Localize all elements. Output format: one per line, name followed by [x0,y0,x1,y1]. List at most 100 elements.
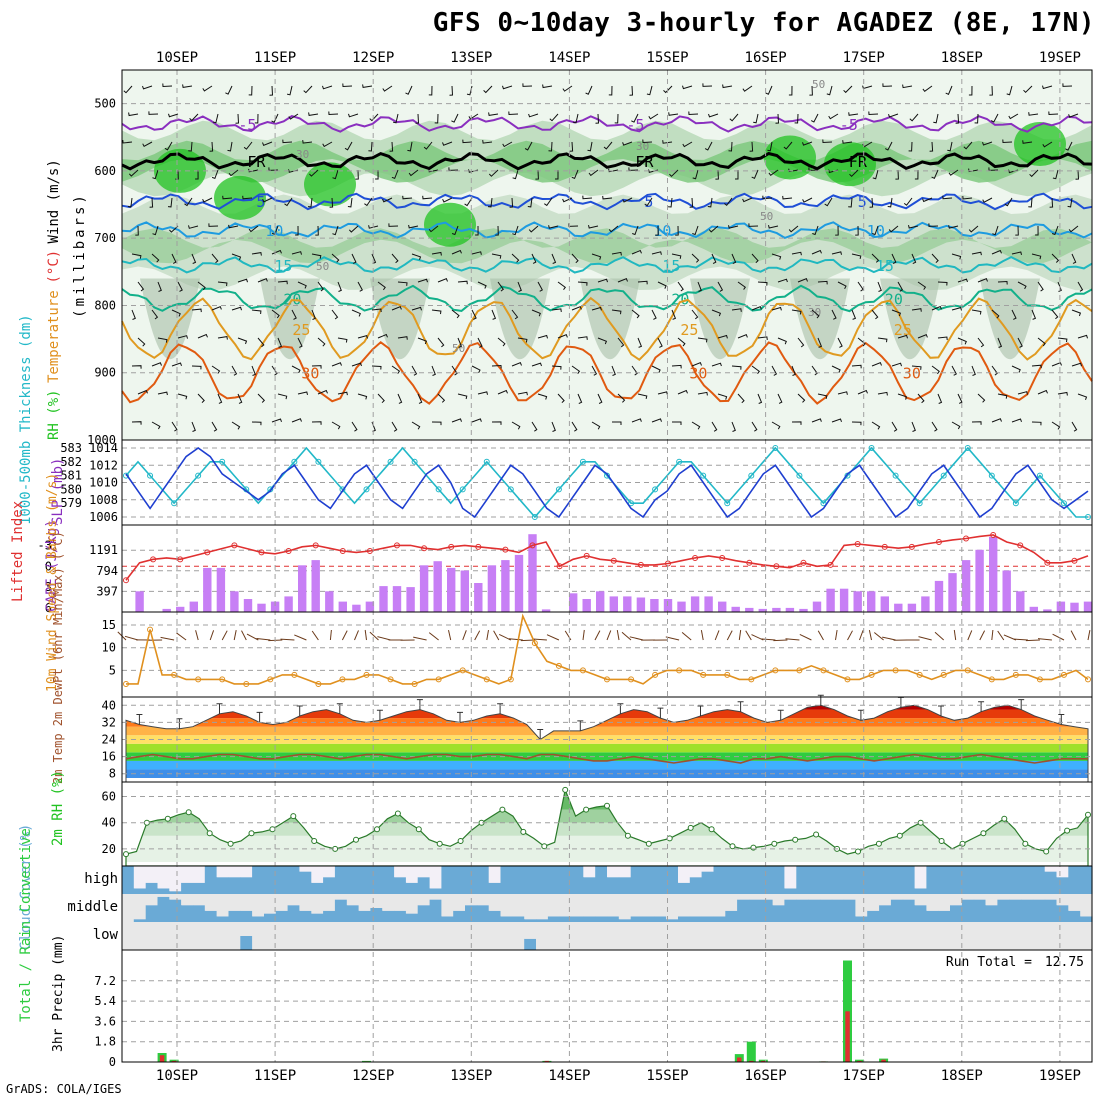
precip-total-bar [169,1059,179,1062]
wind-barb [1049,197,1054,208]
temp-contour-label: 10 [653,222,671,240]
cloud-middle-gap [914,894,927,906]
cloud-high-gap [228,866,241,878]
temp-contour-label: 15 [876,257,894,275]
wind-barb [311,253,322,259]
wind-barb [251,309,262,315]
cloud-high-bar [618,877,632,894]
rh-tick-label: 20 [102,842,116,856]
wind-barb [811,249,822,255]
wind-barb [188,141,193,152]
cape-tick-label: 794 [96,564,118,578]
precip-ylabel: 3hr Precip (mm) [51,935,66,1052]
wind-barb [123,85,133,94]
dewpoint-line [125,753,1088,764]
wind-barb [537,334,548,339]
cloud-high-bar [169,891,182,894]
wind-barb [742,85,753,92]
wind10m-barb [882,636,896,641]
wind-barb [248,168,259,173]
cloud-low-gap [346,922,360,950]
wind-barb [1017,337,1023,348]
cloud-high-gap [678,866,691,883]
wind10m-barb [997,630,1005,641]
wind-barb [591,253,602,260]
wind-barb [1062,83,1073,87]
cloud-middle-bar [1080,916,1093,922]
wind-barb [851,364,862,369]
wind10m-speed-line-point [579,667,586,674]
cloud-high-gap [311,866,324,883]
cape-bar [690,596,700,612]
wind10m-barb [1013,638,1028,641]
rh-point [875,840,882,847]
temp-contour-label: -5 [238,116,256,134]
cloud-high-bar [453,866,466,894]
wind-barb [937,281,948,286]
wind10m-barb [934,631,945,641]
cloud-middle-gap [512,894,525,917]
cloud-high-gap [216,866,229,878]
thickness-line-point [1012,500,1019,507]
cloud-low-gap [819,922,833,950]
wind10m-speed-line-point [483,676,490,683]
wind-barb [602,195,613,200]
rh-point [457,838,464,844]
cloud-low-gap [405,922,419,950]
rh-point [164,815,171,822]
wind-barb [1052,169,1059,180]
cape-bar [989,536,998,612]
wind-barb [471,309,477,320]
wind-barb [331,421,341,430]
wind-barb [551,253,557,264]
rh-point [269,826,276,833]
cloud-low-gap [559,922,573,950]
wind-barb [157,337,168,343]
wind10m-speed-line-point [868,671,875,678]
temp-band [126,718,1088,727]
wind-barb [417,278,428,283]
wind-barb [848,112,859,116]
precip-convective-bar [171,1060,177,1062]
wind-barb [177,335,188,339]
cloud-middle-gap [961,894,975,900]
cloud-high-bar [666,866,679,894]
wind10m-barb [520,639,535,642]
wind-barb [477,337,483,348]
wind-barb [422,195,433,200]
wind-barb [982,141,993,146]
cloud-low-gap [737,922,750,950]
wind-barb [749,141,754,152]
cloud-high-gap [689,866,703,878]
wind10m-barb [726,630,733,641]
cloud-high-gap [193,866,206,883]
wind-barb [217,281,228,287]
cloud-middle-bar [630,916,644,922]
cloud-high-bar [701,871,714,894]
wind-barb [571,253,579,264]
cloud-middle-bar [500,916,513,922]
wind-barb [1057,391,1068,396]
temp-contour-label: 30 [903,365,921,383]
cape-bar [230,591,239,613]
cloud-middle-gap [488,894,502,911]
cloud-high-bar [749,866,762,894]
temp-contour-label: 15 [662,257,680,275]
wind-barb [555,170,559,180]
wind-barb [991,418,1002,423]
wind10m-barb [868,629,872,641]
cloud-middle-gap [299,894,312,911]
cape-bar [176,606,185,612]
cloud-middle-gap [133,894,147,920]
wind-barb [1011,251,1022,256]
wind10m-speed-line-point [844,676,851,683]
cape-bar [961,560,971,612]
wind-barb [817,393,828,399]
cape-bar [826,588,835,612]
wind10m-barb [493,630,500,641]
wind-barb [702,83,713,87]
wind-barb [411,253,422,260]
wind-barb [388,223,399,227]
cloud-low-gap [961,922,975,950]
wind-barb [1037,281,1044,292]
